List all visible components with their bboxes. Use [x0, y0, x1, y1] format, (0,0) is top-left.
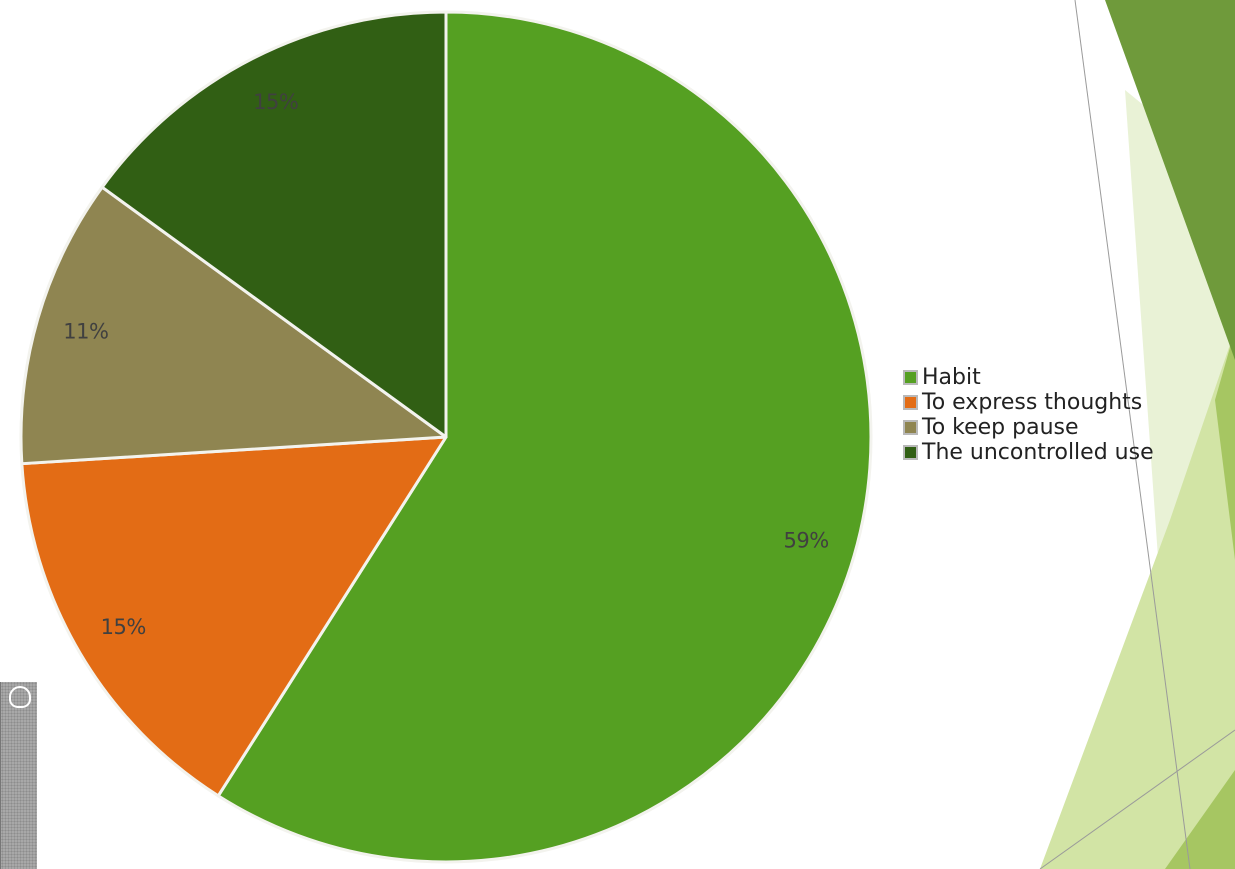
pie-label-to-keep-pause: 11%: [63, 319, 108, 343]
deco-mid-facet: [1215, 330, 1235, 560]
legend-label-express-thoughts: To express thoughts: [922, 390, 1143, 415]
legend-label-keep-pause: To keep pause: [922, 415, 1079, 440]
deco-dark-facet: [1105, 0, 1235, 360]
legend-swatch-express-thoughts: [903, 395, 918, 410]
cropped-image-fragment: [0, 682, 37, 869]
legend-item-habit: Habit: [903, 365, 1154, 390]
pie-label-to-express-thoughts: 15%: [101, 615, 146, 639]
cropped-glyph-icon: [9, 686, 31, 708]
legend-item-express-thoughts: To express thoughts: [903, 390, 1154, 415]
pie-label-habit: 59%: [784, 529, 829, 553]
deco-dark-lower-facet: [1165, 770, 1235, 869]
legend-label-uncontrolled-use: The uncontrolled use: [922, 440, 1154, 465]
pie-slice-the-uncontrolled-use: [100, 10, 448, 439]
pie-slice-to-keep-pause: [19, 185, 448, 466]
deco-line: [1039, 729, 1235, 869]
deco-line: [1074, 0, 1191, 869]
legend-swatch-keep-pause: [903, 420, 918, 435]
pie-slice-habit: [216, 10, 873, 864]
legend-swatch-uncontrolled-use: [903, 445, 918, 460]
legend-swatch-habit: [903, 370, 918, 385]
deco-light-facet: [1040, 330, 1235, 869]
legend-item-uncontrolled-use: The uncontrolled use: [903, 440, 1154, 465]
pie-slice-to-express-thoughts: [20, 435, 448, 798]
pie-label-the-uncontrolled-use: 15%: [253, 90, 298, 114]
legend-label-habit: Habit: [922, 365, 981, 390]
legend-item-keep-pause: To keep pause: [903, 415, 1154, 440]
chart-legend: Habit To express thoughts To keep pause …: [903, 365, 1154, 465]
